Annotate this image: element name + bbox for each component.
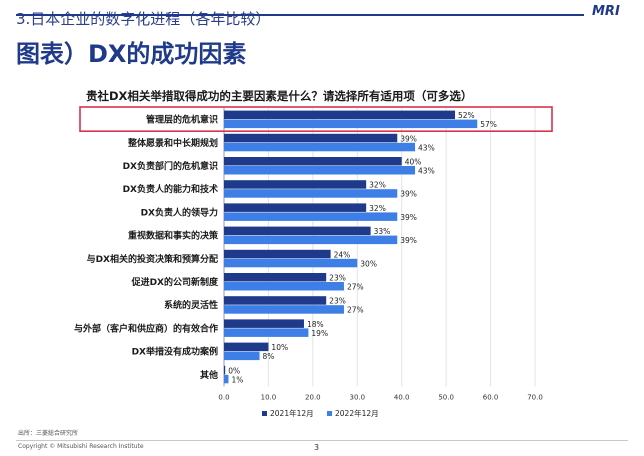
data-label: 0% (228, 366, 240, 375)
data-label: 32% (369, 181, 386, 190)
data-label: 27% (347, 306, 364, 315)
bar-series-1 (224, 133, 398, 143)
legend-swatch (327, 411, 332, 416)
bar-series-2 (224, 189, 398, 198)
data-label: 39% (400, 236, 417, 245)
bar-series-1 (224, 296, 327, 305)
bar-series-1 (224, 273, 327, 282)
legend-swatch (262, 411, 267, 416)
x-tick-label: 10.0 (261, 393, 277, 401)
x-tick-label: 70.0 (527, 393, 543, 401)
bar-series-1 (224, 180, 367, 189)
legend-label: 2022年12月 (335, 408, 379, 418)
bar-series-2 (224, 305, 344, 314)
data-label: 18% (307, 320, 324, 329)
category-label: DX负责部门的危机意识 (123, 160, 218, 172)
data-label: 24% (334, 250, 351, 259)
company-logo: MRI (592, 4, 620, 19)
legend-label: 2021年12月 (270, 408, 314, 418)
source-note: 出所：三菱総合研究所 (18, 430, 79, 437)
bar-series-1 (224, 342, 269, 352)
x-tick-label: 60.0 (483, 393, 499, 401)
data-label: 40% (405, 158, 422, 167)
x-tick-label: 50.0 (438, 393, 454, 401)
data-label: 30% (360, 259, 377, 268)
bar-series-1 (224, 203, 367, 212)
copyright: Copyright © Mitsubishi Research Institut… (18, 443, 144, 450)
bar-series-1 (224, 226, 371, 236)
data-label: 32% (369, 204, 386, 213)
bar-series-1 (224, 157, 402, 166)
x-tick-label: 40.0 (394, 393, 410, 401)
data-label: 39% (400, 213, 417, 222)
header-rule (16, 14, 584, 16)
category-label: DX负责人的领导力 (141, 206, 218, 218)
bar-series-1 (224, 319, 304, 328)
category-label: DX举措没有成功案例 (132, 346, 218, 358)
bar-series-1 (224, 365, 226, 375)
category-label: 促进DX的公司新制度 (131, 276, 219, 288)
bar-series-2 (224, 119, 478, 129)
category-label: 其他 (200, 369, 218, 381)
category-label: DX负责人的能力和技术 (123, 183, 218, 195)
data-label: 10% (271, 343, 288, 352)
bar-series-2 (224, 282, 344, 291)
data-label: 1% (231, 375, 243, 384)
highlight-box (79, 106, 553, 133)
chart-title: 贵社DX相关举措取得成功的主要因素是什么？请选择所有适用项（可多选） (86, 89, 473, 103)
bar-series-2 (224, 328, 309, 337)
data-label: 57% (480, 120, 497, 129)
bar-series-2 (224, 374, 229, 384)
data-label: 8% (263, 352, 275, 361)
bar-series-2 (224, 142, 416, 152)
data-label: 23% (329, 274, 346, 283)
bar-series-2 (224, 258, 358, 268)
x-tick-label: 0.0 (218, 393, 229, 401)
bar-series-2 (224, 351, 260, 361)
bar-series-1 (224, 110, 456, 120)
x-tick-label: 30.0 (349, 393, 365, 401)
category-label: 整体愿景和中长期规划 (127, 137, 218, 149)
category-label: 与DX相关的投资决策和预算分配 (87, 253, 218, 265)
category-label: 重视数据和事实的决策 (128, 230, 219, 242)
footer-rule (16, 440, 628, 441)
bar-series-1 (224, 249, 331, 259)
data-label: 39% (400, 190, 417, 199)
data-label: 43% (418, 143, 435, 152)
x-tick-label: 20.0 (305, 393, 321, 401)
bar-series-2 (224, 235, 398, 245)
category-label: 与外部（客户和供应商）的有效合作 (74, 322, 218, 334)
bar-series-2 (224, 166, 416, 175)
data-label: 27% (347, 283, 364, 292)
category-label: 管理层的危机意识 (146, 114, 218, 126)
data-label: 19% (311, 329, 328, 338)
bar-series-2 (224, 212, 398, 221)
data-label: 43% (418, 167, 435, 176)
page-number: 3 (314, 443, 320, 452)
category-label: 系统的灵活性 (164, 299, 218, 311)
data-label: 39% (400, 134, 417, 143)
page-title: 图表）DX的成功因素 (16, 40, 247, 68)
data-label: 33% (374, 227, 391, 236)
data-label: 52% (458, 111, 475, 120)
data-label: 23% (329, 297, 346, 306)
